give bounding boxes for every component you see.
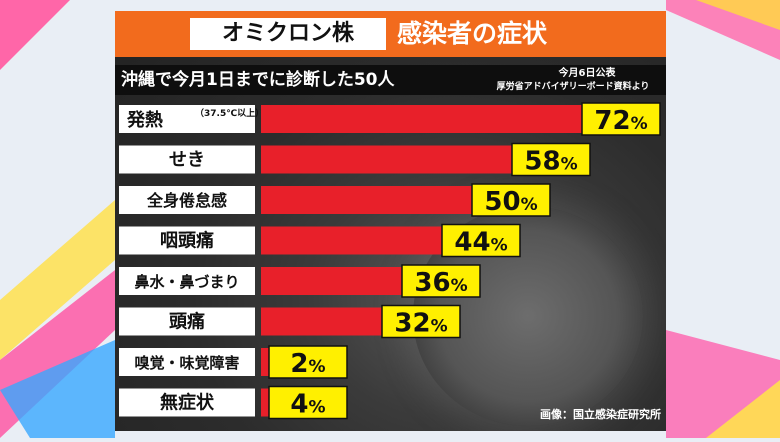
value-label-box	[401, 264, 481, 298]
title-band: オミクロン株 感染者の症状	[115, 11, 666, 57]
decor-left-svg	[0, 0, 115, 438]
value-label-box	[441, 223, 521, 258]
category-label: 咽頭痛	[160, 230, 214, 252]
category-label: 嗅覚・味覚障害	[134, 354, 239, 372]
category-label-box	[119, 226, 255, 255]
category-label: 全身倦怠感	[146, 191, 227, 210]
decor-right-stripes	[666, 0, 780, 438]
decor-right-svg	[666, 0, 780, 438]
bar	[261, 186, 511, 214]
category-note: （37.5℃以上）	[195, 107, 264, 119]
decor-shape	[0, 200, 115, 360]
data-label-unit: %	[309, 357, 326, 377]
category-label: 頭痛	[169, 311, 205, 333]
data-label-unit: %	[309, 398, 326, 418]
data-label-unit: %	[431, 317, 448, 337]
subtitle: 沖縄で今月1日までに診断した50人	[121, 70, 395, 90]
category-label-box	[119, 348, 255, 376]
category-label-box	[119, 307, 255, 336]
source-date: 今月6日公表	[558, 68, 616, 79]
value-label-box	[381, 304, 461, 339]
bar-chart: 発熱 （37.5℃以上） 72%せき 58%全身倦怠感 50%咽頭痛 44%鼻水・鼻づまり…	[119, 102, 661, 420]
value-label-box	[268, 345, 348, 379]
bar	[261, 348, 271, 376]
data-label-unit: %	[491, 236, 508, 256]
infographic-panel: オミクロン株 感染者の症状 沖縄で今月1日までに診断した50人 今月6日公表 厚…	[115, 11, 666, 431]
subtitle-band: 沖縄で今月1日までに診断した50人 今月6日公表 厚労省アドバイザリーボード資料…	[115, 65, 666, 95]
value-label-box	[511, 142, 591, 177]
category-label-box	[119, 145, 255, 174]
data-label-unit: %	[521, 195, 538, 215]
decor-shape	[0, 0, 70, 70]
decor-shape	[0, 340, 115, 438]
decor-shape	[706, 380, 780, 438]
category-label-box	[119, 388, 255, 417]
category-label: 発熱	[126, 109, 163, 131]
bar	[261, 105, 621, 133]
data-label-unit: %	[631, 114, 648, 134]
source-org: 厚労省アドバイザリーボード資料より	[496, 82, 650, 92]
data-label: 50%	[484, 187, 537, 217]
category-label: せき	[169, 150, 205, 171]
title-virus: オミクロン株	[190, 18, 386, 50]
category-label: 鼻水・鼻づまり	[134, 273, 239, 291]
data-label-unit: %	[451, 276, 468, 296]
data-label-unit: %	[561, 155, 578, 175]
value-label-box	[471, 183, 551, 217]
value-label-box	[268, 385, 348, 420]
decor-left-stripes	[0, 0, 115, 438]
category-label: 無症状	[160, 392, 215, 414]
image-credit: 画像：国立感染症研究所	[540, 408, 661, 421]
value-label-box	[581, 102, 661, 136]
category-label-box	[119, 267, 255, 295]
category-label-box	[119, 105, 255, 133]
decor-shape	[696, 0, 780, 30]
bar	[261, 145, 551, 174]
category-label-box	[119, 186, 255, 214]
title-topic: 感染者の症状	[397, 19, 548, 48]
